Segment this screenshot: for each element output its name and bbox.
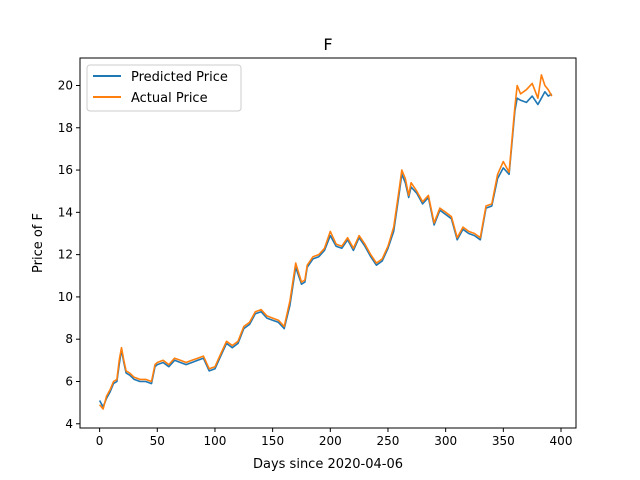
y-tick-label: 20 <box>58 78 73 92</box>
x-tick-label: 350 <box>492 434 515 448</box>
legend-box <box>86 64 242 112</box>
x-tick-label: 0 <box>96 434 104 448</box>
legend: Predicted Price Actual Price <box>86 64 242 112</box>
x-tick-label: 100 <box>204 434 227 448</box>
y-tick-label: 4 <box>65 417 73 431</box>
y-tick-label: 6 <box>65 374 73 388</box>
y-axis-label: Price of F <box>31 213 46 273</box>
y-tick-label: 8 <box>65 332 73 346</box>
x-tick-label: 150 <box>261 434 284 448</box>
ticks-layer: 0 50 100 150 200 250 300 350 400 4 6 8 10 12 14 16 18 20 <box>58 78 573 448</box>
x-tick-label: 200 <box>319 434 342 448</box>
y-tick-label: 14 <box>58 205 73 219</box>
x-tick-label: 250 <box>377 434 400 448</box>
legend-label-predicted: Predicted Price <box>131 70 228 85</box>
y-tick-label: 10 <box>58 290 73 304</box>
x-tick-label: 50 <box>150 434 165 448</box>
chart-title: F <box>323 35 332 54</box>
y-tick-label: 12 <box>58 248 73 262</box>
x-tick-label: 400 <box>550 434 573 448</box>
y-tick-label: 16 <box>58 163 73 177</box>
x-axis-label: Days since 2020-04-06 <box>253 457 403 472</box>
series-line-actual <box>98 74 553 410</box>
x-tick-label: 300 <box>434 434 457 448</box>
y-tick-label: 18 <box>58 121 73 135</box>
legend-label-actual: Actual Price <box>131 91 208 106</box>
plot-frame <box>79 57 577 429</box>
series-layer <box>98 74 553 410</box>
